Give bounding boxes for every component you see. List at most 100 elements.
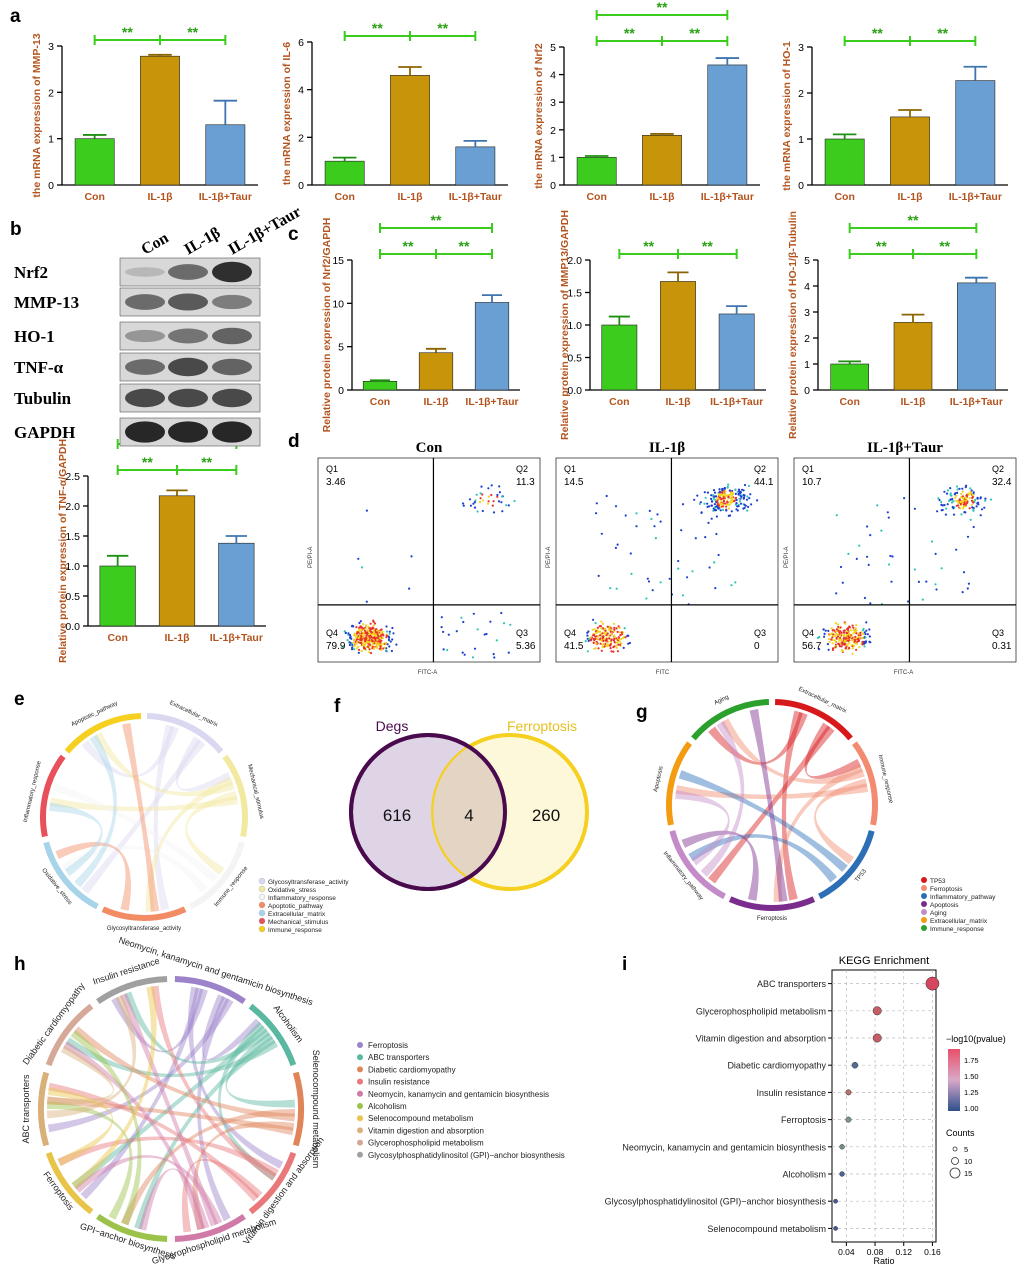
term-label: Glycerophospholipid metabolism (696, 1006, 826, 1016)
event-dot (597, 635, 600, 638)
event-dot (442, 630, 445, 634)
chord-ribbon (138, 1168, 210, 1231)
event-dot (726, 494, 729, 497)
chord-ribbon (773, 763, 864, 902)
legend-tick: 1.50 (964, 1072, 979, 1081)
legend-entry: TP53 (930, 878, 946, 885)
event-dot (955, 548, 958, 551)
event-dot (376, 632, 379, 635)
event-dot (876, 504, 879, 507)
quadrant-value: 11.3 (516, 477, 535, 488)
event-dot (659, 520, 662, 523)
chord-ribbon (145, 776, 234, 912)
event-dot (361, 627, 364, 630)
event-dot (617, 636, 620, 639)
chord-ribbon (81, 725, 179, 778)
event-dot (341, 645, 344, 649)
event-dot (373, 622, 377, 625)
chord-sector (45, 1003, 94, 1067)
event-dot (478, 501, 482, 504)
event-dot (595, 502, 598, 505)
event-dot (481, 493, 484, 496)
event-dot (350, 648, 354, 651)
event-dot (972, 525, 975, 529)
event-dot (610, 633, 613, 636)
bar-chart-c3: 0 1 2 3 4 5 Con IL-1β IL-1β+Taur Relative protein… (787, 211, 1008, 439)
event-dot (584, 640, 587, 643)
event-dot (604, 627, 607, 630)
event-dot (356, 640, 359, 643)
event-dot (610, 650, 613, 653)
event-dot (976, 496, 979, 499)
event-dot (607, 640, 610, 643)
chord-ribbon (74, 1155, 223, 1225)
legend-entry: Apoptotic_pathway (268, 903, 324, 910)
event-dot (654, 537, 658, 540)
y-tick-label: 2 (298, 132, 304, 144)
event-dot (367, 625, 370, 628)
enrichment-dot (839, 1144, 845, 1150)
event-dot (635, 512, 638, 515)
event-dot (863, 645, 866, 648)
lane-label: Con (139, 229, 172, 258)
event-dot (943, 490, 946, 493)
event-dot (365, 600, 368, 603)
event-dot (599, 625, 603, 628)
event-dot (380, 631, 383, 634)
event-dot (725, 509, 728, 512)
event-dot (473, 647, 477, 650)
event-dot (618, 643, 622, 646)
event-dot (839, 634, 842, 637)
lane-label: IL-1β (182, 224, 224, 258)
chord-ribbon (708, 711, 808, 765)
event-dot (668, 577, 671, 580)
event-dot (827, 629, 830, 633)
event-dot (848, 625, 851, 628)
event-dot (610, 639, 613, 642)
event-dot (749, 493, 752, 496)
event-dot (719, 509, 722, 512)
event-dot (623, 627, 626, 630)
event-dot (382, 642, 385, 646)
event-dot (850, 644, 853, 647)
significance-label: ** (702, 238, 713, 254)
event-dot (831, 647, 835, 650)
event-dot (938, 498, 941, 502)
event-dot (468, 498, 472, 501)
protein-label: Tubulin (14, 389, 72, 408)
y-tick-label: 5 (338, 342, 344, 354)
y-tick-label: 3 (48, 41, 54, 53)
y-axis-label: PE/PI-A (784, 547, 790, 568)
event-dot (843, 639, 846, 643)
event-dot (960, 496, 963, 499)
event-dot (979, 514, 982, 517)
category-label: IL-1β (423, 396, 449, 408)
event-dot (855, 557, 858, 561)
event-dot (972, 491, 975, 494)
y-tick-label: 15 (332, 255, 344, 267)
event-dot (480, 485, 483, 488)
legend-swatch (357, 1151, 363, 1158)
sector-label: Glycosyltransferase_activity (107, 926, 181, 932)
event-dot (717, 553, 720, 557)
event-dot (953, 493, 956, 496)
event-dot (385, 641, 388, 645)
event-dot (593, 633, 596, 637)
quadrant-name: Q2 (754, 464, 766, 474)
event-dot (955, 485, 959, 488)
flow-plot-0: Con Q1 3.46 Q2 11.3 Q3 5.36 Q4 79.9 FITC-A PE/PI-A (308, 440, 541, 676)
event-dot (866, 525, 869, 528)
event-dot (372, 636, 375, 639)
event-dot (974, 498, 977, 501)
event-dot (629, 552, 632, 555)
event-dot (729, 497, 732, 500)
event-dot (831, 632, 834, 635)
event-dot (707, 521, 710, 525)
event-dot (371, 639, 374, 643)
event-dot (379, 641, 382, 644)
event-dot (627, 634, 630, 637)
bar-1 (893, 322, 933, 391)
event-dot (380, 634, 383, 637)
event-dot (357, 645, 360, 648)
